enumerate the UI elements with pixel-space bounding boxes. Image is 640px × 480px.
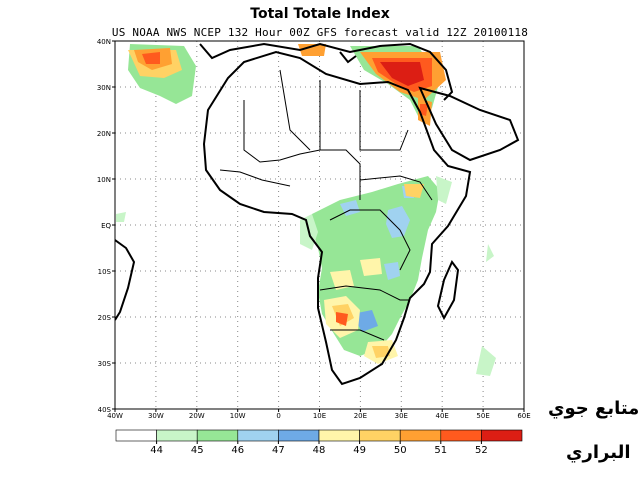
- map-frame: [114, 40, 525, 410]
- madagascar-outline: [436, 260, 460, 321]
- color-legend: [115, 429, 523, 444]
- lat-label: 40N: [97, 38, 111, 46]
- europe-coast: [199, 42, 454, 101]
- border-algeria: [279, 69, 311, 151]
- chart-subtitle: US NOAA NWS NCEP 132 Hour 00Z GFS foreca…: [111, 26, 529, 39]
- legend-label: 52: [475, 445, 488, 456]
- legend-swatch: [278, 429, 320, 442]
- lon-label: 60E: [517, 412, 530, 420]
- lon-label: 20W: [189, 412, 205, 420]
- lat-label: 40S: [98, 406, 112, 414]
- shade-darkred-north: [380, 62, 424, 86]
- lat-label: 20N: [97, 130, 111, 138]
- lat-label: 30N: [97, 84, 111, 92]
- lat-label: 20S: [98, 314, 112, 322]
- africa-outline: [202, 50, 472, 386]
- legend-labels: 44 45 46 47 48 49 50 51 52: [150, 445, 488, 456]
- lon-label: 20E: [354, 412, 367, 420]
- watermark-text-line1: متابع جوي: [548, 398, 640, 419]
- legend-label: 45: [191, 445, 204, 456]
- shade-green-sea: [116, 212, 126, 222]
- border-sahel: [243, 100, 361, 200]
- lon-label: 0: [276, 412, 280, 420]
- grid-lines: [115, 41, 524, 409]
- lon-label: 50E: [476, 412, 489, 420]
- shade-yellow-south: [324, 258, 398, 364]
- country-borders: [219, 69, 433, 341]
- shade-red-south: [336, 312, 348, 326]
- legend-swatch: [196, 429, 239, 442]
- lon-label: 10E: [313, 412, 326, 420]
- legend-swatch: [318, 429, 360, 442]
- lon-label: 10W: [230, 412, 246, 420]
- legend-label: 47: [272, 445, 285, 456]
- watermark-text-line2: البراري: [566, 442, 631, 463]
- border-ethiopia: [359, 175, 433, 201]
- latitude-labels: 40N 30N 20N 10N EQ 10S 20S 30S 40S: [97, 38, 112, 414]
- lat-label: 10N: [97, 176, 111, 184]
- legend-swatch: [481, 429, 523, 442]
- legend-label: 51: [434, 445, 447, 456]
- legend-swatch: [115, 429, 157, 442]
- arabia-outline: [418, 86, 520, 162]
- legend-label: 46: [231, 445, 244, 456]
- legend-swatch: [156, 429, 198, 442]
- lat-label: 30S: [98, 360, 112, 368]
- lon-label: 40E: [436, 412, 449, 420]
- index-shading: [116, 44, 496, 376]
- lon-label: 40W: [107, 412, 123, 420]
- legend-swatch: [440, 429, 482, 442]
- lon-label: 30E: [395, 412, 408, 420]
- legend-label: 50: [394, 445, 407, 456]
- legend-swatch: [237, 429, 279, 442]
- border-congo: [329, 209, 411, 271]
- lat-label: 10S: [98, 268, 112, 276]
- border-west-africa: [219, 169, 291, 187]
- shade-red-north: [142, 52, 432, 116]
- border-angola-zambia: [319, 285, 410, 301]
- legend-label: 49: [353, 445, 366, 456]
- lat-label: EQ: [101, 222, 111, 230]
- chart-title: Total Totale Index: [250, 6, 390, 22]
- shade-orange-north: [134, 44, 446, 126]
- border-namibia-botswana: [330, 329, 385, 341]
- lon-label: 30W: [148, 412, 164, 420]
- border-egypt-sudan: [359, 90, 409, 151]
- south-america-outline: [115, 239, 136, 321]
- legend-label: 44: [150, 445, 163, 456]
- coastlines: [115, 42, 520, 386]
- legend-swatch: [359, 429, 401, 442]
- legend-swatch: [399, 429, 442, 442]
- legend-label: 48: [313, 445, 326, 456]
- longitude-labels: 40W 30W 20W 10W 0 10E 20E 30E 40E 50E 60E: [107, 412, 531, 420]
